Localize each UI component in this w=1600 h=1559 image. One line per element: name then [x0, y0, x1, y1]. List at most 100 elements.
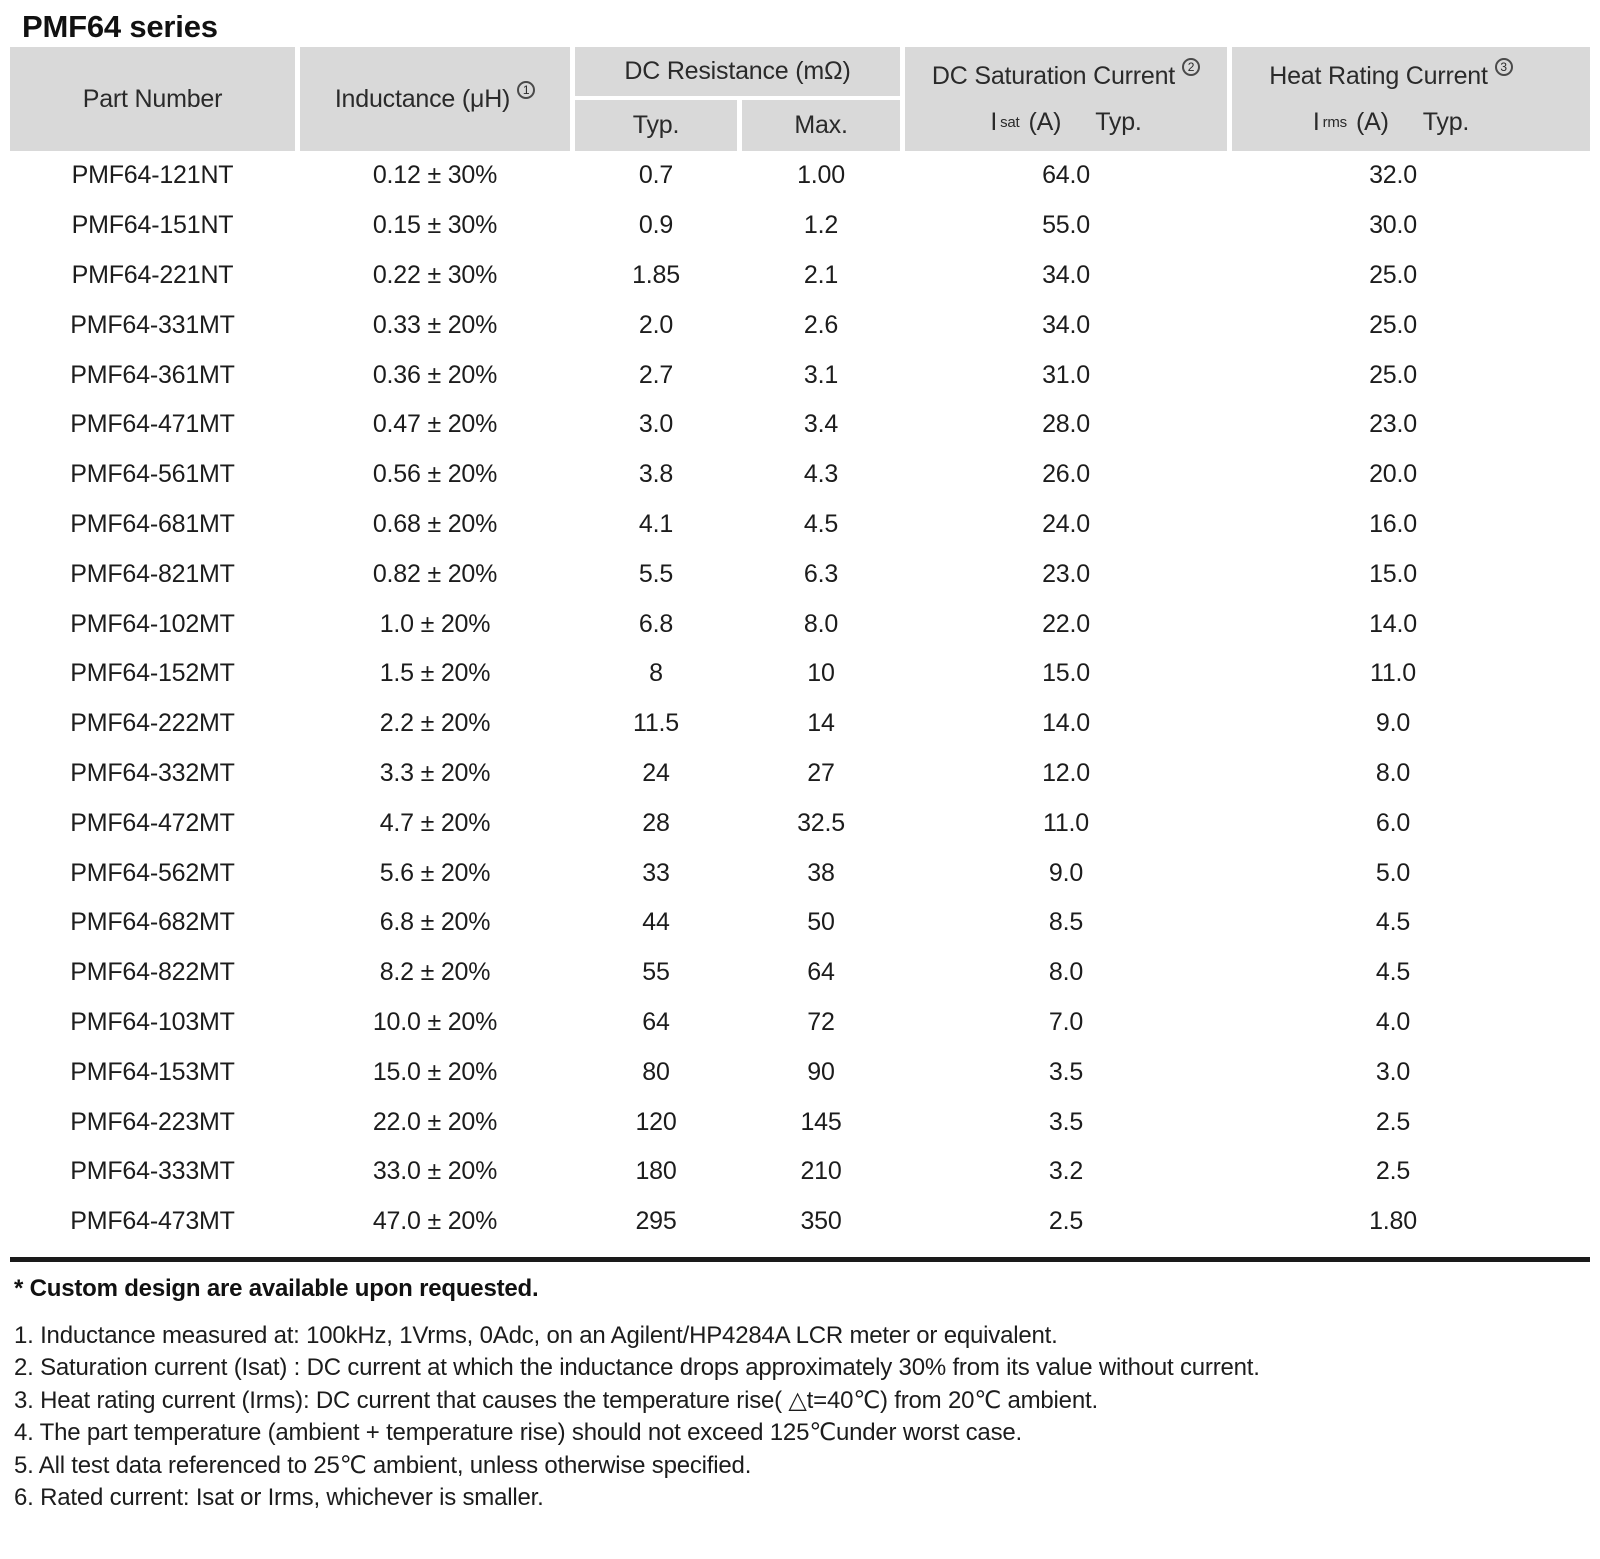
dcr-max-cell: 350 [800, 1207, 842, 1236]
dcr-typ-cell: 55 [642, 958, 670, 987]
footnote-ref-3-icon: 3 [1494, 58, 1513, 76]
dcr-typ-cell: 4.1 [638, 509, 674, 538]
irms-cell: 32.0 [1369, 161, 1417, 190]
part-number-cell: PMF64-102MT [70, 609, 235, 638]
part-number-cell: PMF64-472MT [70, 808, 235, 837]
footnote-item: 2. Saturation current (Isat) : DC curren… [14, 1354, 1260, 1382]
dcr-typ-cell: 24 [642, 758, 670, 787]
dcr-max-cell: 72 [807, 1007, 835, 1036]
page-title: PMF64 series [22, 9, 218, 44]
irms-cell: 5.0 [1375, 858, 1411, 887]
column-subheader-typ: Typ. [575, 100, 737, 151]
inductance-cell: 5.6 ± 20% [379, 858, 491, 887]
inductance-cell: 0.33 ± 20% [372, 310, 498, 339]
dcr-max-cell: 210 [800, 1157, 842, 1186]
custom-design-note: * Custom design are available upon reque… [14, 1274, 539, 1302]
footnote-item: 6. Rated current: Isat or Irms, whicheve… [14, 1484, 544, 1512]
dcr-typ-cell: 8 [649, 659, 663, 688]
column-subheader-max: Max. [742, 100, 900, 151]
isat-cell: 8.0 [1048, 958, 1084, 987]
dcr-typ-cell: 2.7 [638, 360, 674, 389]
dcr-typ-cell: 3.8 [638, 460, 674, 489]
irms-cell: 11.0 [1369, 659, 1416, 688]
part-number-cell: PMF64-332MT [70, 758, 235, 787]
table-row: PMF64-121NT 0.12 ± 30% 0.7 1.00 64.0 32.… [10, 151, 1600, 201]
inductance-header-label: Inductance (μH) [334, 84, 511, 113]
part-number-cell: PMF64-331MT [70, 310, 235, 339]
dcr-typ-cell: 80 [642, 1057, 670, 1086]
dcr-max-cell: 14 [807, 709, 835, 738]
irms-cell: 25.0 [1369, 360, 1417, 389]
footnote-list: 1. Inductance measured at: 100kHz, 1Vrms… [14, 1320, 1600, 1515]
dcr-typ-cell: 2.0 [638, 310, 674, 339]
part-number-header-label: Part Number [82, 84, 223, 113]
inductance-cell: 0.56 ± 20% [372, 460, 498, 489]
dcr-max-cell: 64 [807, 958, 835, 987]
irms-subscript-label: rms [1322, 113, 1348, 131]
irms-cell: 2.5 [1375, 1157, 1411, 1186]
column-header-part-number: Part Number [10, 47, 295, 151]
table-header: Part Number Inductance (μH) 1 DC Resista… [10, 47, 1600, 151]
table-row: PMF64-151NT 0.15 ± 30% 0.9 1.2 55.0 30.0 [10, 201, 1600, 251]
dcr-max-cell: 27 [807, 758, 835, 787]
isat-cell: 2.5 [1048, 1207, 1084, 1236]
irms-cell: 6.0 [1375, 808, 1411, 837]
irms-cell: 1.80 [1369, 1207, 1417, 1236]
dcr-max-cell: 90 [807, 1057, 835, 1086]
table-row: PMF64-103MT 10.0 ± 20% 64 72 7.0 4.0 [10, 998, 1600, 1048]
dcr-max-cell: 8.0 [803, 609, 839, 638]
footnote-item: 4. The part temperature (ambient + tempe… [14, 1419, 1022, 1447]
irms-cell: 20.0 [1369, 460, 1417, 489]
irms-cell: 25.0 [1369, 260, 1417, 289]
table-row: PMF64-223MT 22.0 ± 20% 120 145 3.5 2.5 [10, 1097, 1600, 1147]
irms-cell: 9.0 [1375, 709, 1411, 738]
footnote-item: 1. Inductance measured at: 100kHz, 1Vrms… [14, 1321, 1058, 1349]
inductance-cell: 0.82 ± 20% [372, 559, 498, 588]
part-number-cell: PMF64-223MT [70, 1107, 235, 1136]
irms-typ-label: Typ. [1422, 107, 1470, 136]
dc-saturation-header-label: DC Saturation Current [931, 61, 1176, 90]
part-number-cell: PMF64-151NT [71, 211, 234, 240]
part-number-cell: PMF64-152MT [70, 659, 235, 688]
column-header-inductance: Inductance (μH) 1 [300, 47, 570, 151]
part-number-cell: PMF64-153MT [70, 1057, 235, 1086]
isat-cell: 55.0 [1042, 211, 1090, 240]
isat-cell: 24.0 [1042, 509, 1090, 538]
irms-cell: 16.0 [1369, 509, 1417, 538]
irms-cell: 3.0 [1375, 1057, 1411, 1086]
table-row: PMF64-821MT 0.82 ± 20% 5.5 6.3 23.0 15.0 [10, 549, 1600, 599]
isat-cell: 34.0 [1042, 310, 1090, 339]
table-row: PMF64-822MT 8.2 ± 20% 55 64 8.0 4.5 [10, 948, 1600, 998]
dcr-typ-cell: 0.9 [638, 211, 674, 240]
isat-cell: 11.0 [1042, 808, 1089, 837]
heat-rating-header-label: Heat Rating Current [1269, 61, 1488, 90]
dcr-max-cell: 6.3 [803, 559, 839, 588]
inductance-cell: 3.3 ± 20% [379, 758, 491, 787]
dcr-max-cell: 1.00 [797, 161, 845, 190]
datasheet-page: PMF64 series Part Number Inductance (μH)… [0, 8, 1600, 1515]
isat-cell: 34.0 [1042, 260, 1090, 289]
inductance-cell: 22.0 ± 20% [372, 1107, 498, 1136]
table-row: PMF64-361MT 0.36 ± 20% 2.7 3.1 31.0 25.0 [10, 350, 1600, 400]
footnotes-section: * Custom design are available upon reque… [0, 1275, 1600, 1515]
table-row: PMF64-333MT 33.0 ± 20% 180 210 3.2 2.5 [10, 1147, 1600, 1197]
column-header-dc-resistance: DC Resistance (mΩ) [575, 47, 900, 96]
inductance-cell: 6.8 ± 20% [379, 908, 491, 937]
dcr-max-cell: 2.1 [803, 260, 839, 289]
table-body: PMF64-121NT 0.12 ± 30% 0.7 1.00 64.0 32.… [10, 151, 1600, 1247]
dcr-max-cell: 10 [807, 659, 835, 688]
table-row: PMF64-473MT 47.0 ± 20% 295 350 2.5 1.80 [10, 1197, 1600, 1247]
inductance-cell: 0.22 ± 30% [372, 260, 498, 289]
dcr-max-cell: 2.6 [803, 310, 839, 339]
dcr-typ-cell: 3.0 [638, 410, 674, 439]
max-subheader-label: Max. [794, 111, 848, 139]
irms-cell: 23.0 [1369, 410, 1417, 439]
isat-unit-label: (A) [1028, 107, 1062, 136]
inductance-cell: 0.12 ± 30% [372, 161, 498, 190]
table-row: PMF64-471MT 0.47 ± 20% 3.0 3.4 28.0 23.0 [10, 400, 1600, 450]
part-number-cell: PMF64-471MT [70, 410, 235, 439]
isat-cell: 3.5 [1048, 1057, 1084, 1086]
table-row: PMF64-332MT 3.3 ± 20% 24 27 12.0 8.0 [10, 749, 1600, 799]
